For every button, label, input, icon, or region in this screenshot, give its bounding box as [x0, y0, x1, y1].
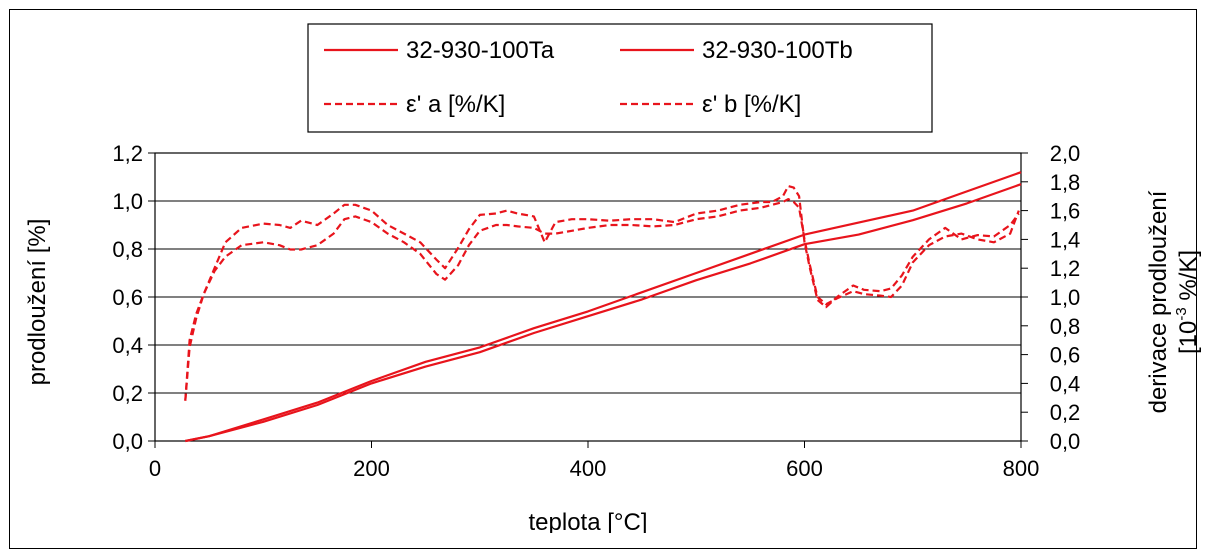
y-tick-label: 0,6	[112, 285, 143, 310]
series-line-4	[184, 198, 1020, 401]
y2-axis-title-line1: derivace prodloužení	[1145, 190, 1172, 413]
y-tick-label: 0,0	[112, 429, 143, 454]
x-tick-label: 200	[353, 456, 390, 481]
legend-box	[307, 23, 933, 133]
legend-label-4: ε' b [%/K]	[702, 91, 801, 118]
x-axis-title: teplota [°C]	[529, 509, 648, 533]
y2-tick-label: 0,8	[1050, 314, 1081, 339]
y-tick-label: 1,2	[112, 141, 143, 166]
y2-tick-label: 0,2	[1050, 400, 1081, 425]
y2-axis-title-post: %/K]	[1175, 250, 1202, 307]
y2-tick-label: 1,2	[1050, 256, 1081, 281]
y2-tick-label: 0,4	[1050, 371, 1081, 396]
legend-label-1: 32-930-100Ta	[406, 37, 555, 64]
y2-tick-label: 1,6	[1050, 199, 1081, 224]
y-tick-label: 0,4	[112, 333, 143, 358]
chart-svg: 0,0 0,2 0,4 0,6 0,8 1,0 1,2 0,0 0,2 0,4 0,6 0,8 1,0 1…	[24, 23, 1202, 533]
y-tick-label: 0,2	[112, 381, 143, 406]
series-line-2	[185, 183, 1022, 443]
y2-tick-label: 1,8	[1050, 170, 1081, 195]
y2-tick-label: 0,6	[1050, 343, 1081, 368]
y-tick-label: 0,8	[112, 237, 143, 262]
tick-layer: 0,0 0,2 0,4 0,6 0,8 1,0 1,2 0,0 0,2 0,4 0,6 0,8 1,0 1…	[112, 141, 1080, 481]
legend-label-2: 32-930-100Tb	[702, 37, 853, 64]
x-tick-label: 600	[786, 456, 823, 481]
y2-tick-label: 2,0	[1050, 141, 1081, 166]
y-axis-title: prodloužení [%]	[24, 219, 51, 386]
y-tick-label: 1,0	[112, 189, 143, 214]
y2-tick-label: 0,0	[1050, 429, 1081, 454]
y2-tick-label: 1,0	[1050, 285, 1081, 310]
series-layer	[184, 171, 1022, 443]
x-tick-label: 800	[1003, 456, 1040, 481]
series-line-3	[184, 185, 1020, 401]
y2-axis-title-pre: [10	[1175, 321, 1202, 354]
y2-axis-title-line2: [10-3 %/K]	[1173, 250, 1202, 354]
y2-tick-label: 1,4	[1050, 227, 1081, 252]
x-tick-label: 400	[570, 456, 607, 481]
x-tick-label: 0	[149, 456, 161, 481]
y2-axis-title-sup: -3	[1173, 307, 1190, 320]
legend: 32-930-100Ta 32-930-100Tb ε' a [%/K] ε' b […	[307, 23, 933, 133]
series-line-1	[185, 171, 1022, 443]
legend-label-3: ε' a [%/K]	[406, 91, 505, 118]
